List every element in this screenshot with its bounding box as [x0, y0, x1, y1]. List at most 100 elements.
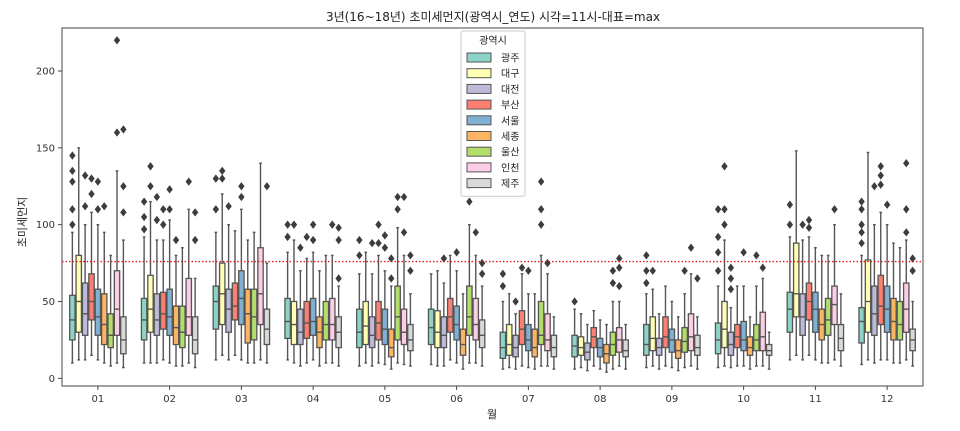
- box-울산-01: [107, 254, 114, 367]
- iqr-box: [434, 310, 441, 349]
- box-대전-08: [584, 323, 591, 372]
- outlier-point: [537, 177, 545, 186]
- iqr-box: [290, 300, 298, 346]
- outlier-point: [81, 171, 89, 180]
- legend-swatch-광주: [466, 52, 492, 63]
- iqr-box: [88, 273, 95, 321]
- iqr-box: [753, 323, 760, 352]
- outlier-point: [120, 125, 127, 134]
- iqr-box: [238, 270, 245, 326]
- box-부산-10: [733, 285, 741, 367]
- box-제주-12: [909, 254, 916, 367]
- outlier-point: [472, 228, 479, 237]
- box-세종-02: [172, 235, 180, 367]
- legend-title: 광역시: [479, 35, 507, 47]
- box-세종-05: [387, 254, 395, 370]
- outlier-point: [94, 177, 102, 186]
- box-인천-08: [615, 254, 623, 367]
- outlier-point: [512, 297, 519, 306]
- box-울산-12: [896, 247, 904, 364]
- outlier-point: [714, 248, 722, 257]
- iqr-box: [792, 242, 800, 318]
- iqr-box: [113, 270, 121, 336]
- outlier-point: [297, 243, 304, 252]
- box-광주-03: [212, 174, 220, 361]
- outlier-point: [140, 212, 148, 222]
- outlier-point: [113, 128, 121, 137]
- iqr-box: [799, 293, 806, 336]
- x-tick-label: 07: [522, 394, 535, 405]
- box-대전-05: [368, 238, 376, 367]
- iqr-box: [831, 285, 838, 326]
- iqr-box: [100, 293, 108, 346]
- box-대전-12: [871, 182, 878, 364]
- outlier-point: [140, 197, 148, 206]
- iqr-box: [375, 300, 382, 341]
- iqr-box: [81, 282, 89, 336]
- iqr-box: [394, 285, 401, 341]
- outlier-point: [643, 278, 650, 288]
- legend-entry: 대구: [501, 68, 519, 80]
- box-울산-09: [681, 266, 688, 369]
- iqr-box: [407, 323, 414, 352]
- box-서울-05: [381, 231, 389, 366]
- box-대구-11: [792, 150, 800, 356]
- outlier-point: [616, 254, 623, 263]
- x-tick-label: 04: [307, 394, 320, 405]
- box-광주-12: [858, 197, 865, 366]
- box-제주-05: [407, 251, 414, 367]
- box-대구-04: [290, 220, 298, 364]
- legend-swatch-서울: [466, 115, 492, 126]
- iqr-box: [75, 254, 83, 333]
- iqr-box: [649, 316, 657, 352]
- box-대전-06: [440, 254, 448, 367]
- outlier-point: [356, 235, 363, 245]
- box-서울-01: [94, 177, 102, 361]
- outlier-point: [394, 205, 401, 214]
- x-tick-label: 10: [737, 394, 750, 405]
- iqr-box: [544, 313, 551, 352]
- outlier-point: [356, 251, 363, 260]
- outlier-point: [499, 281, 507, 291]
- iqr-box: [309, 297, 317, 336]
- y-axis-label: 초미세먼지: [16, 197, 29, 248]
- x-tick-label: 08: [594, 394, 607, 405]
- iqr-box: [740, 320, 747, 352]
- outlier-point: [309, 235, 317, 245]
- outlier-point: [571, 297, 578, 306]
- outlier-point: [643, 266, 650, 275]
- outlier-point: [335, 274, 342, 283]
- outlier-point: [303, 232, 310, 242]
- iqr-box: [518, 310, 526, 346]
- iqr-box: [668, 328, 676, 353]
- iqr-box: [69, 294, 76, 341]
- outlier-point: [284, 220, 291, 229]
- box-인천-03: [257, 162, 264, 361]
- box-인천-07: [544, 258, 551, 367]
- outlier-point: [694, 274, 701, 283]
- outlier-point: [909, 254, 916, 263]
- outlier-point: [172, 235, 180, 245]
- outlier-point: [394, 192, 401, 202]
- iqr-box: [362, 300, 370, 346]
- iqr-box: [733, 323, 741, 349]
- outlier-point: [649, 266, 656, 275]
- iqr-box: [525, 323, 532, 352]
- box-제주-02: [191, 208, 199, 369]
- box-울산-04: [322, 254, 330, 364]
- iqr-box: [400, 308, 408, 346]
- iqr-box: [356, 308, 363, 349]
- box-세종-12: [890, 242, 897, 364]
- iqr-box: [446, 297, 454, 333]
- box-광주-05: [356, 235, 363, 367]
- iqr-box: [765, 343, 773, 356]
- iqr-box: [94, 288, 102, 336]
- y-tick-label: 100: [36, 220, 55, 231]
- outlier-point: [544, 258, 551, 268]
- outlier-point: [786, 220, 794, 229]
- chart-title: 3년(16~18년) 초미세먼지(광역시_연도) 시각=11시-대표=max: [326, 10, 660, 24]
- iqr-box: [721, 300, 728, 349]
- legend-swatch-울산: [466, 146, 492, 157]
- box-대전-02: [153, 192, 161, 364]
